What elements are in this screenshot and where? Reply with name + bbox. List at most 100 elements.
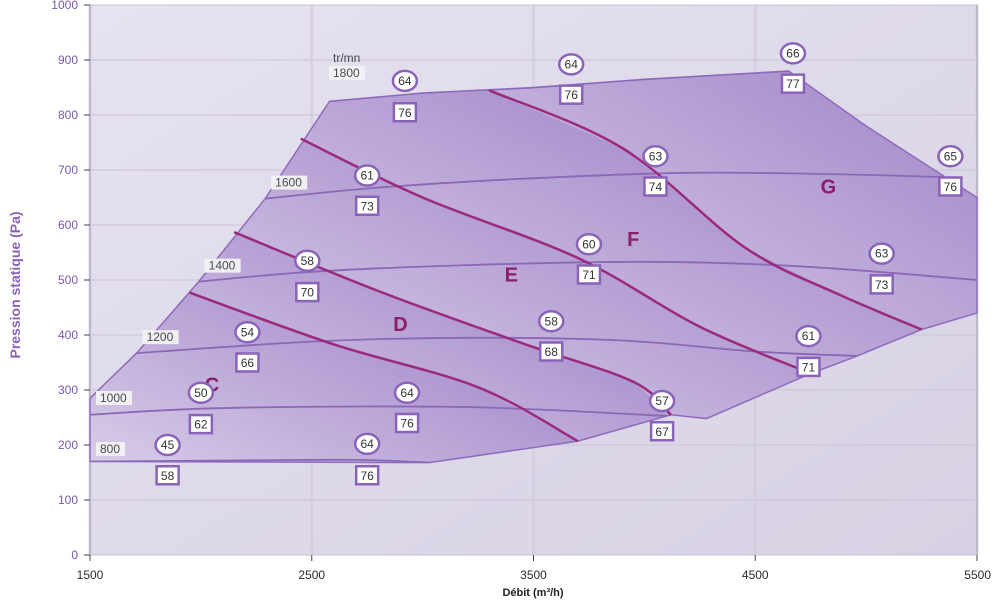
- speed-curve-1600: [265, 171, 977, 200]
- speed-label-1400: 1400: [209, 259, 236, 273]
- sound-power-badge: [642, 145, 669, 168]
- sound-power-value: 64: [400, 386, 414, 400]
- sound-power-badge: [868, 242, 895, 265]
- y-tick-label: 600: [58, 218, 78, 232]
- x-tick-label: 3500: [520, 568, 547, 582]
- sound-pressure-value: 67: [655, 425, 669, 439]
- sound-pressure-value: 73: [875, 278, 889, 292]
- sound-power-badge: [187, 381, 215, 404]
- sound-power-badge: [537, 310, 565, 333]
- sound-pressure-value: 74: [649, 180, 663, 194]
- sound-power-value: 63: [875, 247, 889, 261]
- y-axis-ticks: 0 100 200 300 400 500 600 700 800 900 1000: [51, 0, 90, 562]
- sound-pressure-value: 62: [194, 418, 208, 432]
- y-tick-label: 800: [58, 108, 78, 122]
- sound-pressure-badge: [649, 421, 675, 442]
- sound-pressure-badge: [780, 73, 806, 94]
- model-band-F: [227, 71, 973, 402]
- sound-power-value: 65: [944, 149, 958, 163]
- sound-power-value: 58: [545, 314, 559, 328]
- model-label-F: F: [627, 229, 639, 251]
- sound-power-value: 63: [649, 149, 663, 163]
- sound-power-badge: [779, 42, 807, 65]
- y-tick-label: 700: [58, 163, 78, 177]
- speed-label-background: [96, 391, 132, 405]
- sound-power-value: 58: [301, 254, 315, 268]
- sound-pressure-badge: [869, 274, 894, 295]
- y-axis-title: Pression statique (Pa): [7, 211, 23, 358]
- sound-power-value: 64: [565, 57, 579, 71]
- sound-pressure-badge: [558, 84, 584, 105]
- sound-pressure-badge: [538, 341, 564, 362]
- sound-power-badge: [353, 164, 381, 187]
- y-tick-label: 500: [58, 273, 78, 287]
- sound-power-value: 61: [802, 329, 816, 343]
- noise-badges: 45 50 54 58 61 64 64 64 58 60 63 64 57 61 63 65 66 58 62 66…: [154, 42, 964, 486]
- sound-power-badge: [575, 233, 603, 256]
- sound-pressure-badge: [938, 176, 963, 197]
- sound-power-value: 54: [241, 325, 255, 339]
- sound-pressure-value: 76: [400, 417, 414, 431]
- speed-curve-1400: [198, 260, 977, 283]
- sound-pressure-value: 77: [786, 77, 800, 91]
- sound-pressure-badge: [155, 465, 180, 486]
- sound-pressure-badge: [392, 102, 418, 123]
- x-tick-label: 1500: [77, 568, 104, 582]
- sound-pressure-badge: [235, 352, 260, 373]
- y-tick-label: 400: [58, 328, 78, 342]
- sound-pressure-value: 70: [301, 286, 315, 300]
- speed-label-background: [142, 330, 179, 345]
- speed-curve-1000: [90, 405, 707, 420]
- sound-pressure-value: 71: [802, 360, 816, 374]
- y-tick-label: 100: [58, 493, 78, 507]
- sound-power-badge: [648, 389, 676, 413]
- sound-pressure-badge: [576, 264, 602, 285]
- sound-pressure-value: 66: [241, 356, 255, 370]
- y-tick-label: 0: [71, 548, 78, 562]
- speed-label-background: [96, 442, 125, 456]
- model-label-D: D: [393, 314, 407, 336]
- x-axis-title: Débit (m³/h): [502, 587, 563, 599]
- sound-pressure-badge: [354, 195, 380, 216]
- speed-label-800: 800: [100, 442, 120, 456]
- model-band-G: [378, 71, 977, 390]
- speed-label-background: [329, 66, 365, 80]
- sound-power-badge: [393, 381, 421, 404]
- sound-power-value: 66: [786, 46, 800, 60]
- speed-label-1000: 1000: [100, 391, 127, 405]
- speed-label-1200: 1200: [147, 330, 174, 344]
- model-label-E: E: [505, 265, 518, 287]
- sound-pressure-value: 71: [582, 268, 596, 282]
- sound-pressure-value: 76: [565, 88, 579, 102]
- model-boundary-C-D: [189, 291, 579, 443]
- sound-pressure-value: 68: [545, 345, 559, 359]
- speed-label-background: [271, 175, 308, 190]
- sound-pressure-badge: [796, 356, 821, 378]
- speed-curve-800: [90, 458, 430, 463]
- sound-pressure-badge: [354, 465, 380, 486]
- sound-pressure-value: 76: [944, 180, 958, 194]
- y-tick-label: 1000: [51, 0, 78, 12]
- sound-pressure-value: 73: [361, 199, 375, 213]
- sound-power-value: 45: [161, 438, 175, 452]
- speed-label-1600: 1600: [275, 176, 302, 190]
- y-tick-label: 900: [58, 53, 78, 67]
- envelope-outline: [89, 70, 978, 464]
- sound-pressure-badge: [643, 176, 668, 197]
- sound-power-value: 64: [361, 437, 375, 451]
- x-tick-label: 2500: [298, 568, 325, 582]
- sound-power-badge: [795, 324, 822, 348]
- sound-power-value: 57: [655, 394, 669, 408]
- sound-pressure-value: 76: [361, 469, 375, 483]
- speed-unit-label: tr/mn: [333, 51, 360, 65]
- sound-power-badge: [234, 321, 261, 344]
- speed-label-background: [204, 258, 241, 273]
- model-label-G: G: [821, 177, 837, 199]
- x-tick-label: 4500: [742, 568, 769, 582]
- y-tick-label: 200: [58, 438, 78, 452]
- model-boundary-F-G: [488, 89, 923, 331]
- model-band-D: [103, 196, 694, 463]
- sound-power-value: 61: [361, 169, 375, 183]
